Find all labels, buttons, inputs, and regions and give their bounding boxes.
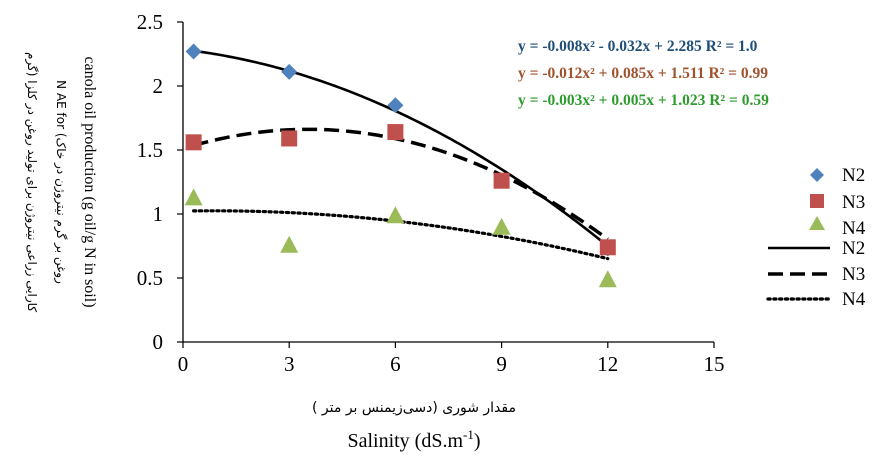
y-axis-label-line3: canola oil production (g oil/g N in soil…: [81, 56, 98, 307]
y-tick-label: 2.5: [137, 10, 163, 34]
y-axis-label-line2: روغن بر گرم نیتروژن در خاک) N AE for: [53, 80, 68, 284]
point-n4: [184, 188, 203, 206]
legend: N2 N3 N4 N2 N3 N4: [766, 165, 866, 310]
point-n3: [281, 130, 298, 147]
legend-label-n3-marker: N3: [842, 192, 865, 213]
y-tick-label: 0.5: [137, 266, 163, 290]
point-n3: [387, 124, 404, 141]
point-n2: [387, 97, 404, 114]
x-label-main: Salinity (dS.m: [347, 430, 463, 452]
y-axis-label-line1: کارایی زراعی نیتروژن برای تولید روغن در …: [24, 52, 39, 312]
legend-label-n4-line: N4: [842, 289, 866, 310]
point-n2: [185, 43, 202, 60]
point-n2: [281, 63, 298, 80]
x-tick-label: 0: [178, 352, 189, 376]
y-tick-label: 1.5: [137, 138, 163, 162]
x-tick-label: 6: [390, 352, 401, 376]
point-n3: [185, 134, 202, 151]
axes: [182, 22, 714, 343]
trendline-equations: y = -0.008x² - 0.032x + 2.285 R² = 1.0 y…: [518, 38, 769, 109]
legend-marker-n3: [810, 194, 824, 208]
x-tick-label: 3: [284, 352, 295, 376]
x-axis-label-english: Salinity (dS.m-1): [347, 427, 480, 452]
data-points: [184, 43, 617, 288]
legend-marker-n4: [809, 216, 825, 230]
point-n4: [280, 235, 299, 253]
legend-label-n3-line: N3: [842, 264, 865, 285]
point-n3: [493, 172, 510, 189]
y-ticks: 0 0.5 1 1.5 2 2.5: [137, 10, 183, 354]
x-label-superscript: -1: [463, 427, 474, 442]
x-label-close: ): [474, 430, 481, 452]
equation-n2: y = -0.008x² - 0.032x + 2.285 R² = 1.0: [518, 38, 758, 55]
y-tick-label: 2: [153, 74, 164, 98]
legend-marker-n2: [810, 168, 824, 182]
x-tick-label: 12: [597, 352, 618, 376]
point-n4: [386, 206, 405, 224]
y-tick-label: 1: [153, 202, 164, 226]
legend-label-n2-marker: N2: [842, 165, 865, 186]
equation-n4: y = -0.003x² + 0.005x + 1.023 R² = 0.59: [518, 92, 769, 109]
y-axis-label: کارایی زراعی نیتروژن برای تولید روغن در …: [24, 52, 98, 312]
point-n3: [599, 239, 616, 256]
x-axis-label-persian: مقدار شوری (دسی‌زیمنس بر متر ): [312, 400, 516, 416]
legend-label-n4-marker: N4: [842, 218, 866, 239]
trendlines: [192, 49, 610, 261]
legend-label-n2-line: N2: [842, 238, 865, 259]
point-n4: [492, 217, 511, 235]
x-tick-label: 9: [496, 352, 507, 376]
y-tick-label: 0: [153, 330, 164, 354]
x-ticks: 0 3 6 9 12 15: [178, 342, 725, 376]
x-tick-label: 15: [704, 352, 725, 376]
equation-n3: y = -0.012x² + 0.085x + 1.511 R² = 0.99: [518, 65, 768, 82]
point-n4: [598, 270, 617, 288]
